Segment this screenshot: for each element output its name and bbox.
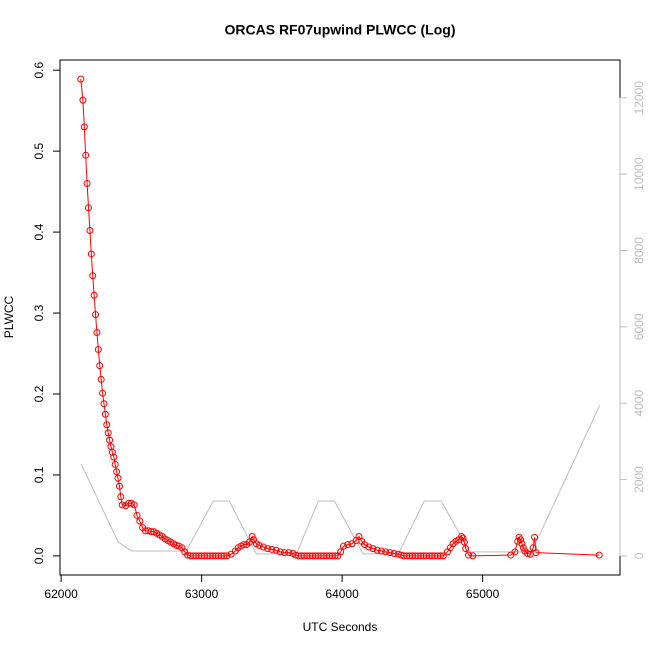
point bbox=[114, 474, 122, 482]
point bbox=[382, 548, 390, 556]
point bbox=[118, 501, 126, 509]
point bbox=[97, 375, 105, 383]
y2-tick-label: 4000 bbox=[632, 390, 646, 417]
point bbox=[83, 180, 91, 188]
point bbox=[373, 546, 381, 554]
point bbox=[268, 545, 276, 553]
point bbox=[264, 545, 272, 553]
point bbox=[108, 448, 116, 456]
point bbox=[117, 493, 125, 501]
y2-tick-label: 10000 bbox=[632, 157, 646, 191]
point bbox=[100, 400, 108, 408]
point bbox=[86, 226, 94, 234]
point bbox=[220, 552, 228, 560]
point bbox=[113, 468, 121, 476]
point bbox=[459, 534, 467, 542]
x-axis-label: UTC Seconds bbox=[303, 620, 378, 634]
chart-title: ORCAS RF07upwind PLWCC (Log) bbox=[225, 22, 456, 38]
point bbox=[259, 543, 267, 551]
point bbox=[531, 533, 539, 541]
point bbox=[80, 123, 88, 131]
point bbox=[458, 532, 466, 540]
y-tick-label: 0.3 bbox=[32, 304, 46, 321]
point bbox=[469, 552, 477, 560]
point bbox=[106, 436, 114, 444]
point bbox=[436, 552, 444, 560]
point bbox=[101, 410, 109, 418]
point bbox=[248, 532, 256, 540]
point bbox=[462, 545, 470, 553]
point bbox=[92, 311, 100, 319]
point bbox=[369, 545, 377, 553]
point bbox=[276, 548, 284, 556]
point bbox=[79, 96, 87, 104]
point bbox=[133, 511, 141, 519]
point bbox=[255, 541, 263, 549]
point bbox=[365, 543, 373, 551]
point bbox=[390, 549, 398, 557]
point bbox=[517, 536, 525, 544]
point bbox=[90, 291, 98, 299]
x-tick-label: 64000 bbox=[325, 587, 359, 601]
y-tick-label: 0.0 bbox=[32, 547, 46, 564]
y2-tick-label: 2000 bbox=[632, 466, 646, 493]
point bbox=[595, 551, 603, 559]
point bbox=[103, 421, 111, 429]
point bbox=[519, 544, 527, 552]
point bbox=[439, 552, 447, 560]
series-line bbox=[80, 404, 601, 555]
y-tick-label: 0.2 bbox=[32, 385, 46, 402]
point bbox=[136, 517, 144, 525]
x-tick-label: 62000 bbox=[44, 587, 78, 601]
point bbox=[85, 204, 93, 212]
point bbox=[77, 75, 85, 83]
point bbox=[110, 453, 118, 461]
point bbox=[337, 548, 345, 556]
x-tick-label: 65000 bbox=[466, 587, 500, 601]
point bbox=[99, 389, 107, 397]
point bbox=[130, 501, 138, 509]
point bbox=[465, 551, 473, 559]
y2-tick-label: 0 bbox=[632, 552, 646, 559]
x-tick-label: 63000 bbox=[185, 587, 219, 601]
point bbox=[340, 542, 348, 550]
y-tick-label: 0.1 bbox=[32, 466, 46, 483]
point bbox=[524, 549, 532, 557]
point bbox=[331, 552, 339, 560]
point bbox=[93, 328, 101, 336]
point bbox=[223, 552, 231, 560]
point bbox=[285, 549, 293, 557]
point bbox=[386, 549, 394, 557]
point bbox=[532, 549, 540, 557]
y2-tick-label: 12000 bbox=[632, 81, 646, 115]
point bbox=[172, 541, 180, 549]
y-tick-label: 0.5 bbox=[32, 142, 46, 159]
point bbox=[96, 362, 104, 370]
point bbox=[87, 250, 95, 258]
point bbox=[89, 272, 97, 280]
y2-tick-label: 8000 bbox=[632, 237, 646, 264]
y-tick-label: 0.6 bbox=[32, 62, 46, 79]
point bbox=[511, 548, 519, 556]
point bbox=[281, 549, 289, 557]
point bbox=[111, 460, 119, 468]
point bbox=[104, 429, 112, 437]
point bbox=[377, 547, 385, 555]
point bbox=[272, 546, 280, 554]
point bbox=[460, 538, 468, 546]
point bbox=[82, 151, 90, 159]
y-tick-label: 0.4 bbox=[32, 223, 46, 240]
y2-tick-label: 6000 bbox=[632, 313, 646, 340]
point bbox=[344, 541, 352, 549]
point bbox=[240, 541, 248, 549]
point bbox=[518, 540, 526, 548]
y-axis-label: PLWCC bbox=[2, 295, 16, 338]
point bbox=[94, 345, 102, 353]
point bbox=[115, 482, 123, 490]
